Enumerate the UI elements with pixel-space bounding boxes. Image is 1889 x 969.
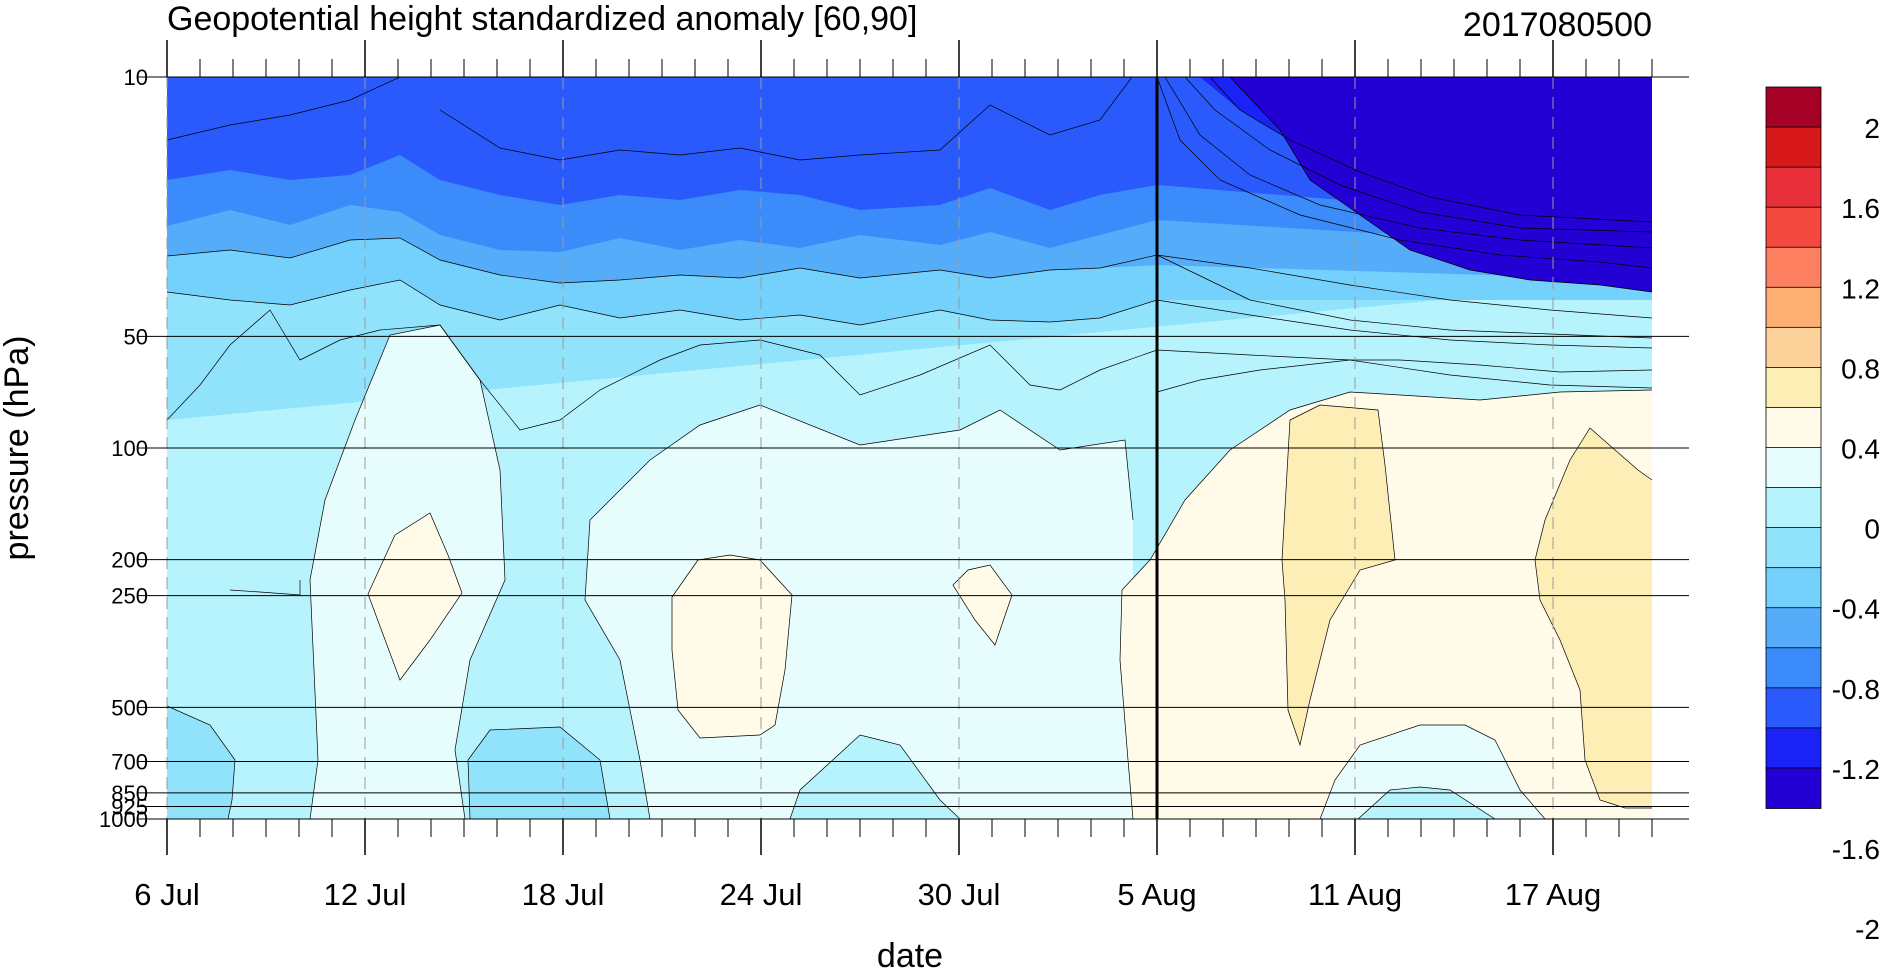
colorbar-labels: 2 1.6 1.2 0.8 0.4 0 -0.4 -0.8 -1.2 -1.6 -2 [1832, 113, 1880, 945]
x-tick-label: 12 Jul [324, 877, 407, 912]
y-tick-label: 925 [111, 794, 148, 819]
colorbar-swatch [1765, 286, 1822, 329]
colorbar-swatch [1765, 567, 1822, 609]
colorbar-swatch [1765, 767, 1822, 809]
y-tick-label: 10 [124, 65, 148, 90]
colorbar-swatch [1765, 527, 1822, 569]
colorbar-swatch [1765, 447, 1822, 489]
colorbar-label: 0.4 [1841, 434, 1880, 465]
y-tick-label: 700 [111, 750, 148, 775]
contour-blob-0-2-b [1535, 428, 1652, 808]
colorbar-label: -1.2 [1832, 754, 1880, 785]
colorbar-swatch [1765, 366, 1822, 409]
y-tick-label: 100 [111, 436, 148, 461]
colorbar-swatch [1765, 607, 1822, 649]
contour-blob-minus-0-4-low [790, 735, 960, 819]
colorbar-swatch [1765, 727, 1822, 769]
colorbar-swatch [1765, 407, 1822, 449]
colorbar-label: 1.2 [1841, 273, 1880, 304]
y-tick-label: 50 [124, 324, 148, 349]
colorbar-label: 1.6 [1841, 193, 1880, 224]
chart-date-stamp: 2017080500 [1463, 6, 1652, 44]
colorbar-swatch [1765, 687, 1822, 729]
colorbar-swatch [1765, 166, 1822, 209]
contour-band-zero-right [1120, 390, 1652, 819]
x-axis-ticks [166, 40, 1653, 855]
x-tick-label: 30 Jul [918, 877, 1001, 912]
colorbar-label: -0.8 [1832, 674, 1880, 705]
colorbar-label: 0 [1864, 514, 1880, 545]
y-tick-label: 1000 [99, 807, 148, 832]
colorbar-label: -0.4 [1832, 594, 1880, 625]
chart-title: Geopotential height standardized anomaly… [167, 0, 917, 38]
colorbar-swatch [1765, 647, 1822, 689]
contour-blob-minus-0-2-right [1320, 725, 1545, 819]
x-tick-label: 18 Jul [522, 877, 605, 912]
x-tick-label: 6 Jul [134, 877, 199, 912]
y-tick-label: 500 [111, 695, 148, 720]
colorbar-swatch [1765, 86, 1822, 128]
contour-blob-zero-b [672, 555, 792, 738]
contour-band-minus-2 [1230, 77, 1652, 292]
x-tick-label: 5 Aug [1117, 877, 1196, 912]
colorbar-label: -1.6 [1832, 834, 1880, 865]
contour-lines [167, 77, 1652, 819]
x-tick-label: 11 Aug [1308, 877, 1402, 912]
colorbar [1765, 86, 1822, 809]
contour-blob-zero-a [368, 513, 462, 680]
x-tick-label: 17 Aug [1505, 877, 1602, 912]
contour-blob-zero-c [953, 565, 1012, 645]
y-tick-label: 200 [111, 548, 148, 573]
contour-blob-minus-0-4-right [1358, 787, 1495, 819]
colorbar-swatch [1765, 326, 1822, 369]
contour-blob-minus-0-6-corner [167, 706, 235, 819]
contour-line-upper [167, 77, 1133, 161]
colorbar-swatch [1765, 206, 1822, 249]
y-tick-label: 250 [111, 584, 148, 609]
pressure-level-lines [137, 76, 1689, 820]
colorbar-swatch [1765, 126, 1822, 169]
x-tick-label: 24 Jul [720, 877, 803, 912]
y-axis-label: pressure (hPa) [0, 336, 36, 561]
x-tick-labels: 6 Jul 12 Jul 18 Jul 24 Jul 30 Jul 5 Aug 11 Aug… [134, 877, 1601, 912]
colorbar-label: -2 [1855, 914, 1880, 945]
contour-blob-minus-0-6-low [468, 727, 610, 819]
colorbar-swatch [1765, 246, 1822, 289]
contour-blob-0-2-a [1282, 405, 1395, 745]
x-axis-label: date [877, 937, 943, 969]
colorbar-label: 0.8 [1841, 353, 1880, 384]
y-tick-label: 850 [111, 781, 148, 806]
colorbar-swatch [1765, 487, 1822, 529]
colorbar-label: 2 [1864, 113, 1880, 144]
